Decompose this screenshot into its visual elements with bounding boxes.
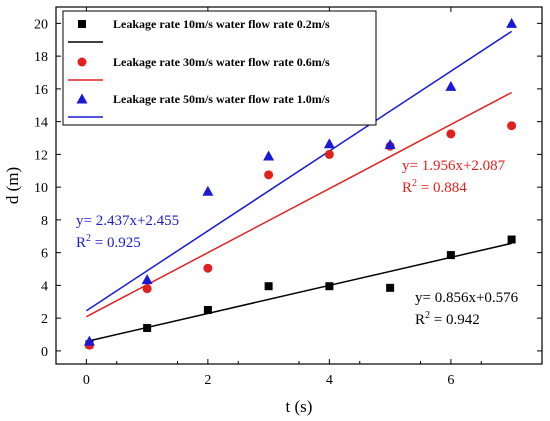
data-point-series-2	[264, 170, 274, 180]
data-points	[83, 17, 518, 350]
r2-value: = 0.942	[430, 312, 480, 328]
r2-value: = 0.884	[417, 180, 467, 196]
data-point-series-1	[203, 305, 212, 314]
fit-line-series-2	[86, 91, 512, 318]
fit-equation-3: y= 2.437x+2.455	[76, 213, 179, 229]
legend-label-2: Leakage rate 30m/s water flow rate 0.6m/…	[113, 55, 330, 69]
fit-equation-1: y= 0.856x+0.576	[415, 290, 519, 306]
data-point-series-3	[384, 139, 396, 150]
x-tick-label: 0	[83, 373, 90, 388]
r2-superscript: 2	[412, 178, 417, 189]
legend-label-3: Leakage rate 50m/s water flow rate 1.0m/…	[113, 92, 330, 106]
r2-superscript: 2	[425, 310, 430, 321]
y-tick-label: 20	[34, 17, 48, 32]
r2-superscript: 2	[86, 233, 91, 244]
ticks: 0 2 4 6 0 2 4 6 8 10 12 14 16 18 20	[34, 7, 542, 388]
data-point-series-1	[325, 282, 334, 291]
x-tick-label: 4	[326, 373, 333, 388]
data-point-series-2	[446, 129, 456, 139]
r2-symbol: R	[402, 180, 412, 196]
x-axis-title: t (s)	[286, 397, 313, 416]
y-tick-label: 2	[41, 312, 48, 327]
data-point-series-3	[445, 80, 457, 91]
data-point-series-3	[141, 274, 153, 285]
data-point-series-1	[386, 283, 395, 292]
data-point-series-3	[323, 138, 335, 149]
data-point-series-2	[142, 284, 152, 294]
data-point-series-3	[506, 17, 518, 28]
x-tick-label: 2	[204, 373, 211, 388]
x-tick-label: 6	[447, 373, 454, 388]
legend-marker-2	[77, 57, 87, 67]
legend-marker-3	[76, 93, 88, 104]
fit-line-series-3	[85, 30, 513, 312]
fit-line-series-1	[86, 242, 512, 343]
data-point-series-2	[507, 121, 517, 131]
legend-marker-1	[78, 20, 86, 28]
y-tick-label: 0	[41, 345, 48, 360]
y-tick-label: 16	[34, 83, 48, 98]
data-point-series-2	[324, 149, 334, 159]
data-point-series-1	[264, 282, 273, 291]
data-point-series-3	[202, 185, 214, 196]
data-point-series-3	[83, 335, 95, 346]
fit-equation-2: y= 1.956x+2.087	[402, 158, 506, 174]
legend-box	[62, 10, 377, 126]
legend-label-1: Leakage rate 10m/s water flow rate 0.2m/…	[113, 17, 330, 31]
r2-value: = 0.925	[91, 235, 141, 251]
fit-lines	[85, 30, 513, 343]
y-axis-title: d (m)	[3, 167, 22, 204]
y-tick-label: 8	[41, 214, 48, 229]
y-tick-label: 4	[41, 279, 48, 294]
y-tick-label: 6	[41, 247, 48, 262]
y-tick-label: 14	[34, 116, 48, 131]
data-point-series-1	[446, 251, 455, 260]
fit-r2-2: R2 = 0.884	[402, 178, 467, 196]
legend: Leakage rate 10m/s water flow rate 0.2m/…	[62, 10, 377, 126]
fit-r2-3: R2 = 0.925	[76, 233, 141, 251]
y-tick-label: 10	[34, 181, 48, 196]
data-point-series-1	[507, 235, 516, 244]
data-point-series-3	[263, 150, 275, 161]
r2-symbol: R	[76, 235, 86, 251]
data-point-series-1	[143, 323, 152, 332]
data-point-series-2	[203, 263, 213, 273]
r2-symbol: R	[415, 312, 425, 328]
y-tick-label: 18	[34, 50, 48, 65]
y-tick-label: 12	[34, 148, 48, 163]
fit-r2-1: R2 = 0.942	[415, 310, 480, 328]
